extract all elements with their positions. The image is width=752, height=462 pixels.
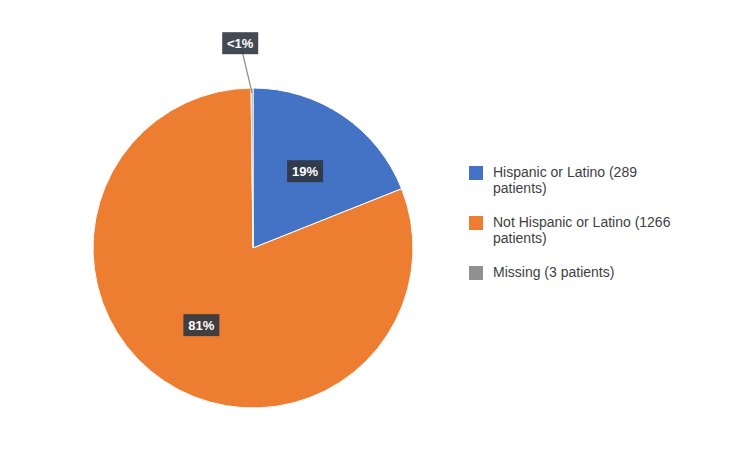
svg-text:81%: 81% — [188, 318, 214, 333]
svg-text:19%: 19% — [292, 164, 318, 179]
html-text:Not Hispanic or Latino (1266: Not Hispanic or Latino (1266 — [493, 214, 671, 230]
html-text:patients): patients) — [493, 180, 547, 196]
svg-text:<1%: <1% — [227, 36, 254, 51]
html-text:Missing (3 patients): Missing (3 patients) — [493, 264, 615, 280]
html-text:Hispanic or Latino (289: Hispanic or Latino (289 — [493, 164, 637, 180]
html-text:patients): patients) — [493, 230, 547, 246]
